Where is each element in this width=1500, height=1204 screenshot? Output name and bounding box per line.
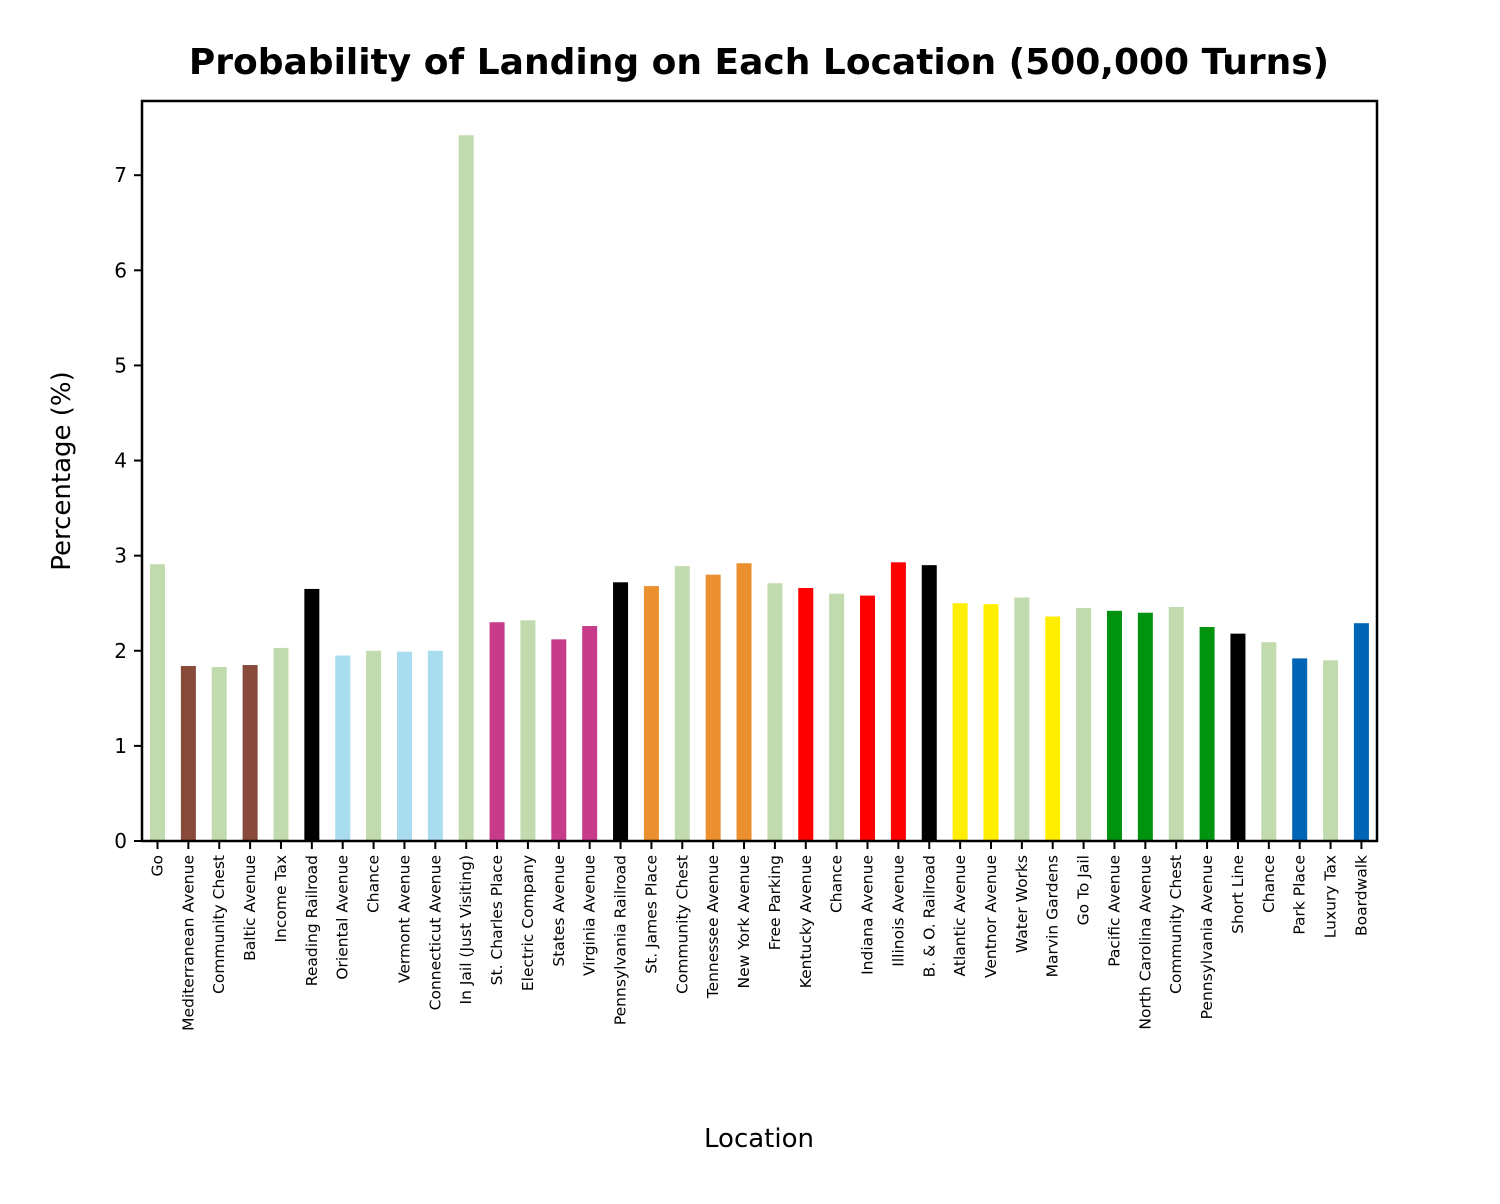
x-tick-label-34: Pennsylvania Avenue xyxy=(1198,855,1216,1019)
bar-21 xyxy=(798,587,814,841)
x-tick-label-37: Park Place xyxy=(1291,855,1309,935)
y-tick-label-6: 6 xyxy=(114,258,127,282)
bar-13 xyxy=(551,639,567,841)
bar-32 xyxy=(1137,612,1153,841)
x-tick-label-1: Mediterranean Avenue xyxy=(179,855,197,1031)
y-tick-label-1: 1 xyxy=(114,734,127,758)
bar-26 xyxy=(952,603,968,841)
x-tick-label-23: Indiana Avenue xyxy=(859,855,877,975)
x-tick-label-7: Chance xyxy=(365,855,383,913)
x-tick-label-24: Illinois Avenue xyxy=(889,855,907,967)
x-tick-label-5: Reading Railroad xyxy=(303,855,321,986)
plot-frame xyxy=(140,99,1379,843)
y-tick-label-2: 2 xyxy=(114,639,127,663)
bar-7 xyxy=(366,650,382,841)
bar-15 xyxy=(613,582,629,841)
bar-4 xyxy=(273,647,289,841)
x-tick-label-25: B. & O. Railroad xyxy=(920,855,938,977)
bar-14 xyxy=(582,626,598,841)
x-tick-label-16: St. James Place xyxy=(642,855,660,974)
x-tick-label-10: In Jail (Just Visiting) xyxy=(457,855,475,1005)
bar-17 xyxy=(674,566,690,841)
bar-9 xyxy=(427,650,443,841)
x-tick-label-19: New York Avenue xyxy=(735,855,753,989)
x-tick-label-12: Electric Company xyxy=(519,855,537,991)
x-tick-label-29: Marvin Gardens xyxy=(1044,855,1062,977)
x-tick-label-39: Boardwalk xyxy=(1352,855,1370,936)
bar-34 xyxy=(1199,626,1215,841)
x-tick-label-13: States Avenue xyxy=(550,855,568,967)
bar-37 xyxy=(1292,658,1308,841)
x-tick-label-30: Go To Jail xyxy=(1075,855,1093,925)
x-tick-label-31: Pacific Avenue xyxy=(1105,855,1123,967)
bar-29 xyxy=(1045,616,1061,841)
bar-11 xyxy=(489,622,505,841)
x-tick-label-18: Tennessee Avenue xyxy=(704,855,722,999)
bar-23 xyxy=(860,595,876,841)
bar-6 xyxy=(335,655,351,841)
bar-series xyxy=(150,135,1369,842)
x-tick-label-21: Kentucky Avenue xyxy=(797,855,815,988)
bar-31 xyxy=(1106,610,1122,841)
x-tick-label-38: Luxury Tax xyxy=(1322,855,1340,938)
y-axis: 0 1 2 3 4 5 6 7 xyxy=(114,163,142,853)
bar-20 xyxy=(767,583,783,841)
bar-35 xyxy=(1230,633,1246,841)
y-tick-label-0: 0 xyxy=(114,829,127,853)
x-tick-label-3: Baltic Avenue xyxy=(241,855,259,961)
y-tick-label-4: 4 xyxy=(114,449,127,473)
x-tick-label-26: Atlantic Avenue xyxy=(951,855,969,976)
bar-27 xyxy=(983,604,999,841)
x-tick-label-8: Vermont Avenue xyxy=(395,855,413,983)
bar-16 xyxy=(643,586,659,841)
x-tick-label-27: Ventnor Avenue xyxy=(982,855,1000,978)
x-tick-label-22: Chance xyxy=(828,855,846,913)
bar-0 xyxy=(150,564,165,841)
bar-12 xyxy=(520,620,536,841)
bar-38 xyxy=(1323,660,1339,841)
bar-25 xyxy=(921,565,937,841)
bar-3 xyxy=(242,665,258,841)
bar-18 xyxy=(705,574,721,841)
x-tick-label-6: Oriental Avenue xyxy=(334,855,352,980)
x-tick-label-33: Community Chest xyxy=(1167,855,1185,994)
bar-1 xyxy=(180,665,196,841)
x-tick-label-32: North Carolina Avenue xyxy=(1136,855,1154,1030)
bar-39 xyxy=(1353,623,1369,841)
x-axis-label: Location xyxy=(704,1124,814,1154)
x-tick-label-28: Water Works xyxy=(1013,855,1031,953)
bar-2 xyxy=(211,666,227,841)
bar-24 xyxy=(890,562,906,841)
x-tick-label-11: St. Charles Place xyxy=(488,855,506,985)
x-tick-label-2: Community Chest xyxy=(210,855,228,994)
x-tick-label-9: Connecticut Avenue xyxy=(426,855,444,1010)
x-tick-label-36: Chance xyxy=(1260,855,1278,913)
bar-10 xyxy=(458,135,474,842)
bar-33 xyxy=(1168,607,1184,841)
chart-title: Probability of Landing on Each Location … xyxy=(189,42,1329,83)
bar-8 xyxy=(396,651,412,841)
bar-36 xyxy=(1261,642,1277,841)
x-tick-label-0: Go xyxy=(149,855,167,877)
bar-19 xyxy=(736,563,752,841)
x-tick-label-4: Income Tax xyxy=(272,855,290,943)
x-tick-label-20: Free Parking xyxy=(766,855,784,950)
bar-5 xyxy=(304,588,320,841)
bar-22 xyxy=(829,593,845,841)
x-tick-label-14: Virginia Avenue xyxy=(581,855,599,976)
x-axis: Go Mediterranean Avenue Community Chest Bal… xyxy=(149,841,1370,1031)
x-tick-label-15: Pennsylvania Railroad xyxy=(612,855,630,1025)
y-tick-label-3: 3 xyxy=(114,544,127,568)
y-tick-label-5: 5 xyxy=(114,353,127,377)
bar-30 xyxy=(1076,607,1092,841)
y-axis-label: Percentage (%) xyxy=(47,371,77,571)
x-tick-label-17: Community Chest xyxy=(673,855,691,994)
x-tick-label-35: Short Line xyxy=(1229,855,1247,934)
bar-28 xyxy=(1014,597,1030,841)
y-tick-label-7: 7 xyxy=(114,163,127,187)
